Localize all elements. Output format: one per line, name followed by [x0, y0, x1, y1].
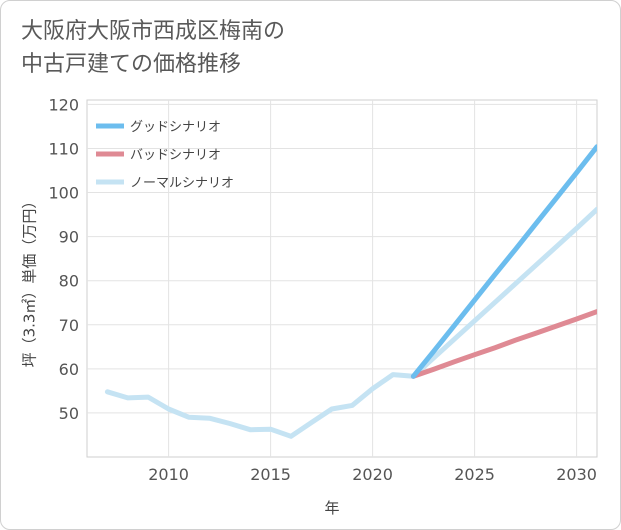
chart-title: 大阪府大阪市西成区梅南の 中古戸建ての価格推移	[21, 15, 285, 81]
series-line-actual	[104, 372, 416, 439]
x-tick-label: 2030	[556, 465, 597, 484]
y-axis-label: 坪（3.3㎡）単価（万円）	[20, 193, 39, 367]
y-tick-label: 80	[59, 272, 79, 291]
x-tick-label: 2010	[148, 465, 189, 484]
y-tick-label: 60	[59, 360, 79, 379]
x-tick-label: 2025	[454, 465, 495, 484]
y-tick-label: 70	[59, 316, 79, 335]
legend-label: グッドシナリオ	[130, 120, 221, 135]
plot-area	[86, 99, 598, 458]
series-line-good	[410, 144, 597, 379]
legend-label: ノーマルシナリオ	[130, 176, 234, 191]
y-tick-label: 100	[48, 184, 79, 203]
y-tick-label: 110	[48, 139, 79, 158]
x-tick-label: 2020	[352, 465, 393, 484]
x-axis-label: 年	[324, 499, 340, 517]
y-tick-label: 120	[48, 95, 79, 114]
series-line-bad	[410, 309, 597, 379]
y-tick-label: 50	[59, 404, 79, 423]
x-tick-label: 2015	[250, 465, 291, 484]
legend-label: バッドシナリオ	[130, 148, 221, 163]
chart-title-line-1: 大阪府大阪市西成区梅南の	[21, 19, 286, 44]
chart-title-line-2: 中古戸建ての価格推移	[21, 52, 242, 77]
series-line-normal	[410, 206, 597, 379]
y-tick-label: 90	[59, 228, 79, 247]
